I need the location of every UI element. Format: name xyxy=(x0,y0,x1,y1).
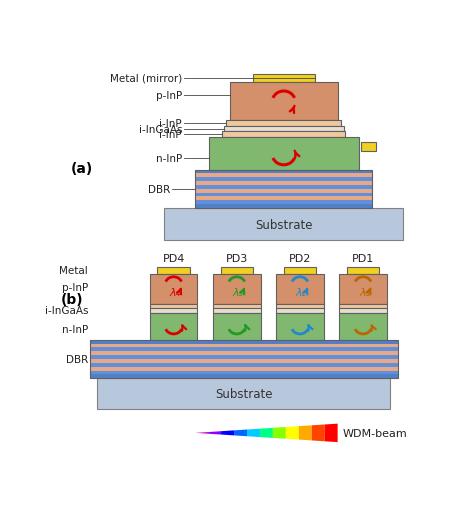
Bar xyxy=(150,313,198,340)
Text: PD3: PD3 xyxy=(226,254,248,264)
Bar xyxy=(225,127,344,132)
Bar xyxy=(230,82,337,121)
Polygon shape xyxy=(260,428,273,438)
Bar xyxy=(150,308,198,313)
Text: n-InP: n-InP xyxy=(156,154,182,164)
Text: PD2: PD2 xyxy=(289,254,311,264)
Bar xyxy=(150,304,198,308)
Bar xyxy=(195,193,372,197)
Bar xyxy=(97,379,390,409)
Bar xyxy=(195,170,372,209)
Polygon shape xyxy=(273,427,286,439)
Bar xyxy=(157,267,190,275)
Text: (b): (b) xyxy=(61,293,83,307)
Bar xyxy=(339,275,387,304)
Polygon shape xyxy=(247,429,260,437)
Text: Substrate: Substrate xyxy=(215,387,273,400)
Bar xyxy=(276,308,324,313)
Text: p-InP: p-InP xyxy=(156,91,182,101)
Text: i-InP: i-InP xyxy=(159,119,182,129)
Bar xyxy=(213,308,261,313)
Bar xyxy=(195,186,372,189)
Bar xyxy=(195,170,372,174)
Bar xyxy=(284,267,316,275)
Bar xyxy=(90,340,398,344)
Text: PD4: PD4 xyxy=(163,254,185,264)
Text: λ₃: λ₃ xyxy=(233,288,244,298)
Bar xyxy=(150,275,198,304)
Bar xyxy=(253,75,315,82)
Bar xyxy=(90,375,398,379)
Text: p-InP: p-InP xyxy=(62,283,88,293)
Bar xyxy=(213,313,261,340)
Bar xyxy=(339,308,387,313)
Bar xyxy=(195,201,372,205)
Bar xyxy=(222,132,346,138)
Text: PD1: PD1 xyxy=(352,254,374,264)
Bar xyxy=(361,143,376,152)
Bar xyxy=(195,189,372,193)
Bar xyxy=(90,367,398,371)
Polygon shape xyxy=(286,427,299,440)
Bar xyxy=(347,267,379,275)
Bar xyxy=(195,205,372,209)
Polygon shape xyxy=(312,425,325,441)
Polygon shape xyxy=(221,431,234,436)
Polygon shape xyxy=(208,431,221,435)
Polygon shape xyxy=(195,432,208,434)
Bar xyxy=(195,178,372,182)
Text: i-InP: i-InP xyxy=(159,130,182,140)
Bar xyxy=(90,371,398,375)
Bar xyxy=(276,275,324,304)
Text: DBR: DBR xyxy=(148,184,171,194)
Bar xyxy=(90,344,398,348)
Bar xyxy=(209,138,359,170)
Bar xyxy=(213,275,261,304)
Bar xyxy=(90,355,398,359)
Bar xyxy=(90,348,398,352)
Bar xyxy=(90,359,398,363)
Text: WDM-beam: WDM-beam xyxy=(342,428,407,438)
Bar xyxy=(90,352,398,355)
Bar xyxy=(220,267,253,275)
Bar xyxy=(195,182,372,186)
Text: n-InP: n-InP xyxy=(62,324,88,334)
Bar xyxy=(195,174,372,178)
Text: i-InGaAs: i-InGaAs xyxy=(138,125,182,134)
Bar xyxy=(90,363,398,367)
Text: DBR: DBR xyxy=(66,354,88,364)
Bar xyxy=(226,121,341,127)
Text: Metal (mirror): Metal (mirror) xyxy=(110,74,182,84)
Text: λ₂: λ₂ xyxy=(296,288,307,298)
Text: Substrate: Substrate xyxy=(255,218,312,231)
Polygon shape xyxy=(325,424,337,442)
Bar xyxy=(339,313,387,340)
Bar xyxy=(90,340,398,379)
Text: λ₁: λ₁ xyxy=(359,288,370,298)
Bar xyxy=(195,197,372,201)
Bar xyxy=(164,209,403,241)
Bar xyxy=(276,304,324,308)
Text: (a): (a) xyxy=(71,162,93,176)
Bar xyxy=(213,304,261,308)
Text: Metal: Metal xyxy=(59,266,88,276)
Polygon shape xyxy=(299,426,312,441)
Bar xyxy=(339,304,387,308)
Bar xyxy=(276,313,324,340)
Text: λ₄: λ₄ xyxy=(170,288,181,298)
Text: i-InGaAs: i-InGaAs xyxy=(45,306,88,316)
Polygon shape xyxy=(234,430,247,436)
